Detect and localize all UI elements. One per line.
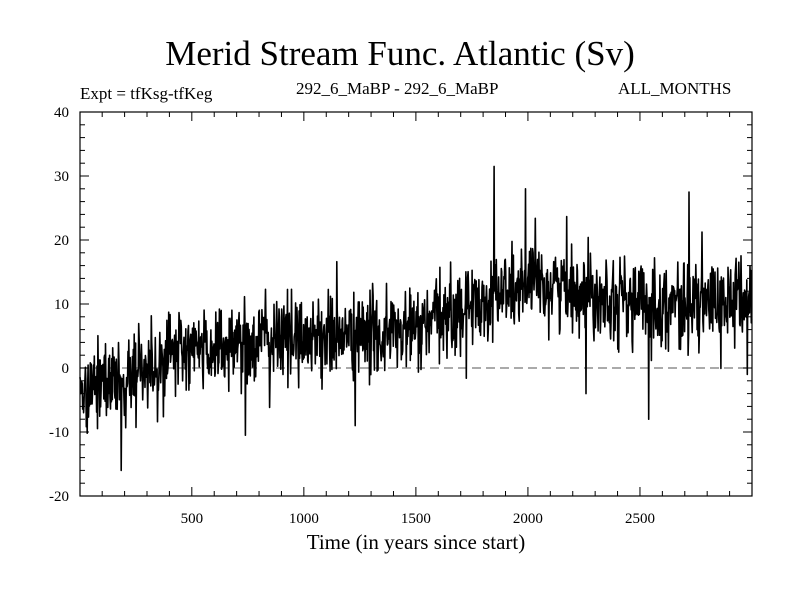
y-tick-label: -20 xyxy=(49,489,69,505)
x-tick-label: 2500 xyxy=(625,511,655,527)
experiment-label: Expt = tfKsg-tfKeg xyxy=(80,84,213,103)
y-tick-label: 0 xyxy=(62,361,70,377)
y-tick-label: 10 xyxy=(54,297,69,313)
y-tick-label: 30 xyxy=(54,169,69,185)
x-tick-label: 1000 xyxy=(289,511,319,527)
period-label: 292_6_MaBP - 292_6_MaBP xyxy=(296,79,499,98)
x-tick-label: 500 xyxy=(181,511,204,527)
y-tick-label: 20 xyxy=(54,233,69,249)
season-label: ALL_MONTHS xyxy=(618,79,732,98)
x-tick-label: 1500 xyxy=(401,511,431,527)
y-tick-label: 40 xyxy=(54,105,69,121)
x-tick-label: 2000 xyxy=(513,511,543,527)
chart-title: Merid Stream Func. Atlantic (Sv) xyxy=(165,34,635,73)
y-tick-label: -10 xyxy=(49,425,69,441)
x-axis-label: Time (in years since start) xyxy=(306,530,526,554)
series-line-0 xyxy=(79,165,753,472)
